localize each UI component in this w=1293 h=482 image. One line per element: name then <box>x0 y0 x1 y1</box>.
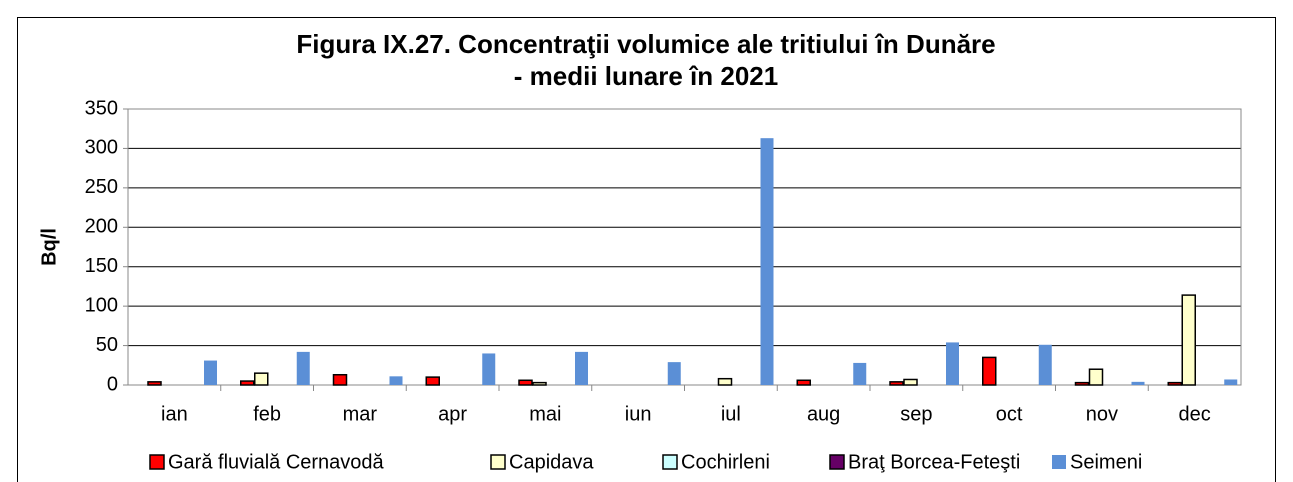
bar <box>903 378 918 386</box>
legend-label: Cochirleni <box>681 451 770 473</box>
bar <box>482 353 496 385</box>
legend-label: Seimeni <box>1070 451 1142 473</box>
x-tick-label: aug <box>807 403 840 425</box>
bar <box>717 377 733 386</box>
bar <box>575 351 588 385</box>
bar <box>1224 379 1238 385</box>
bar <box>796 379 811 386</box>
bar <box>982 356 997 386</box>
bar <box>1088 368 1104 386</box>
bar <box>389 376 403 385</box>
x-tick-label: feb <box>253 403 281 425</box>
y-tick-label: 300 <box>85 137 118 159</box>
y-tick-label: 0 <box>107 373 118 395</box>
bar <box>760 138 774 385</box>
bar <box>889 381 904 386</box>
bar <box>853 362 867 385</box>
y-tick-label: 200 <box>85 216 118 238</box>
legend-swatch <box>149 454 165 470</box>
legend-swatch <box>662 454 678 470</box>
y-tick-label: 100 <box>85 294 118 316</box>
legend-swatch <box>829 454 845 470</box>
x-tick-label: sep <box>900 403 932 425</box>
bar <box>240 380 255 386</box>
x-tick-label: dec <box>1179 403 1211 425</box>
y-tick-label: 250 <box>85 176 118 198</box>
legend-swatch <box>1052 455 1066 469</box>
chart-title: - medii lunare în 2021 <box>514 61 778 91</box>
x-tick-label: mai <box>529 403 561 425</box>
legend-swatch <box>490 454 506 470</box>
bar <box>667 362 681 385</box>
x-tick-label: apr <box>438 403 467 425</box>
bar <box>946 342 959 385</box>
bar <box>204 360 217 385</box>
y-tick-label: 50 <box>96 334 118 356</box>
bar <box>532 381 547 386</box>
y-axis-label: Bq/l <box>38 228 60 266</box>
chart-frame <box>17 17 1276 482</box>
plot-frame <box>127 108 1242 386</box>
bar <box>1167 381 1182 386</box>
x-tick-label: iul <box>721 403 741 425</box>
y-tick-label: 350 <box>85 97 118 119</box>
bar <box>1038 344 1052 385</box>
x-tick-label: nov <box>1086 403 1118 425</box>
y-tick-label: 150 <box>85 255 118 277</box>
bar <box>1181 294 1196 386</box>
bar <box>425 376 440 386</box>
bar <box>1131 381 1145 385</box>
bar <box>1074 381 1090 386</box>
bar <box>254 372 269 386</box>
chart-title: Figura IX.27. Concentraţii volumice ale … <box>296 29 995 59</box>
x-tick-label: oct <box>996 403 1023 425</box>
bar <box>147 381 162 386</box>
x-tick-label: iun <box>625 403 652 425</box>
legend-label: Gară fluvială Cernavodă <box>168 451 385 473</box>
x-tick-label: mar <box>343 403 378 425</box>
legend-label: Braţ Borcea-Feteşti <box>848 451 1020 473</box>
bar <box>296 351 310 385</box>
x-tick-label: ian <box>161 403 188 425</box>
legend-label: Capidava <box>509 451 594 473</box>
bar <box>518 379 533 386</box>
bar <box>332 373 348 386</box>
